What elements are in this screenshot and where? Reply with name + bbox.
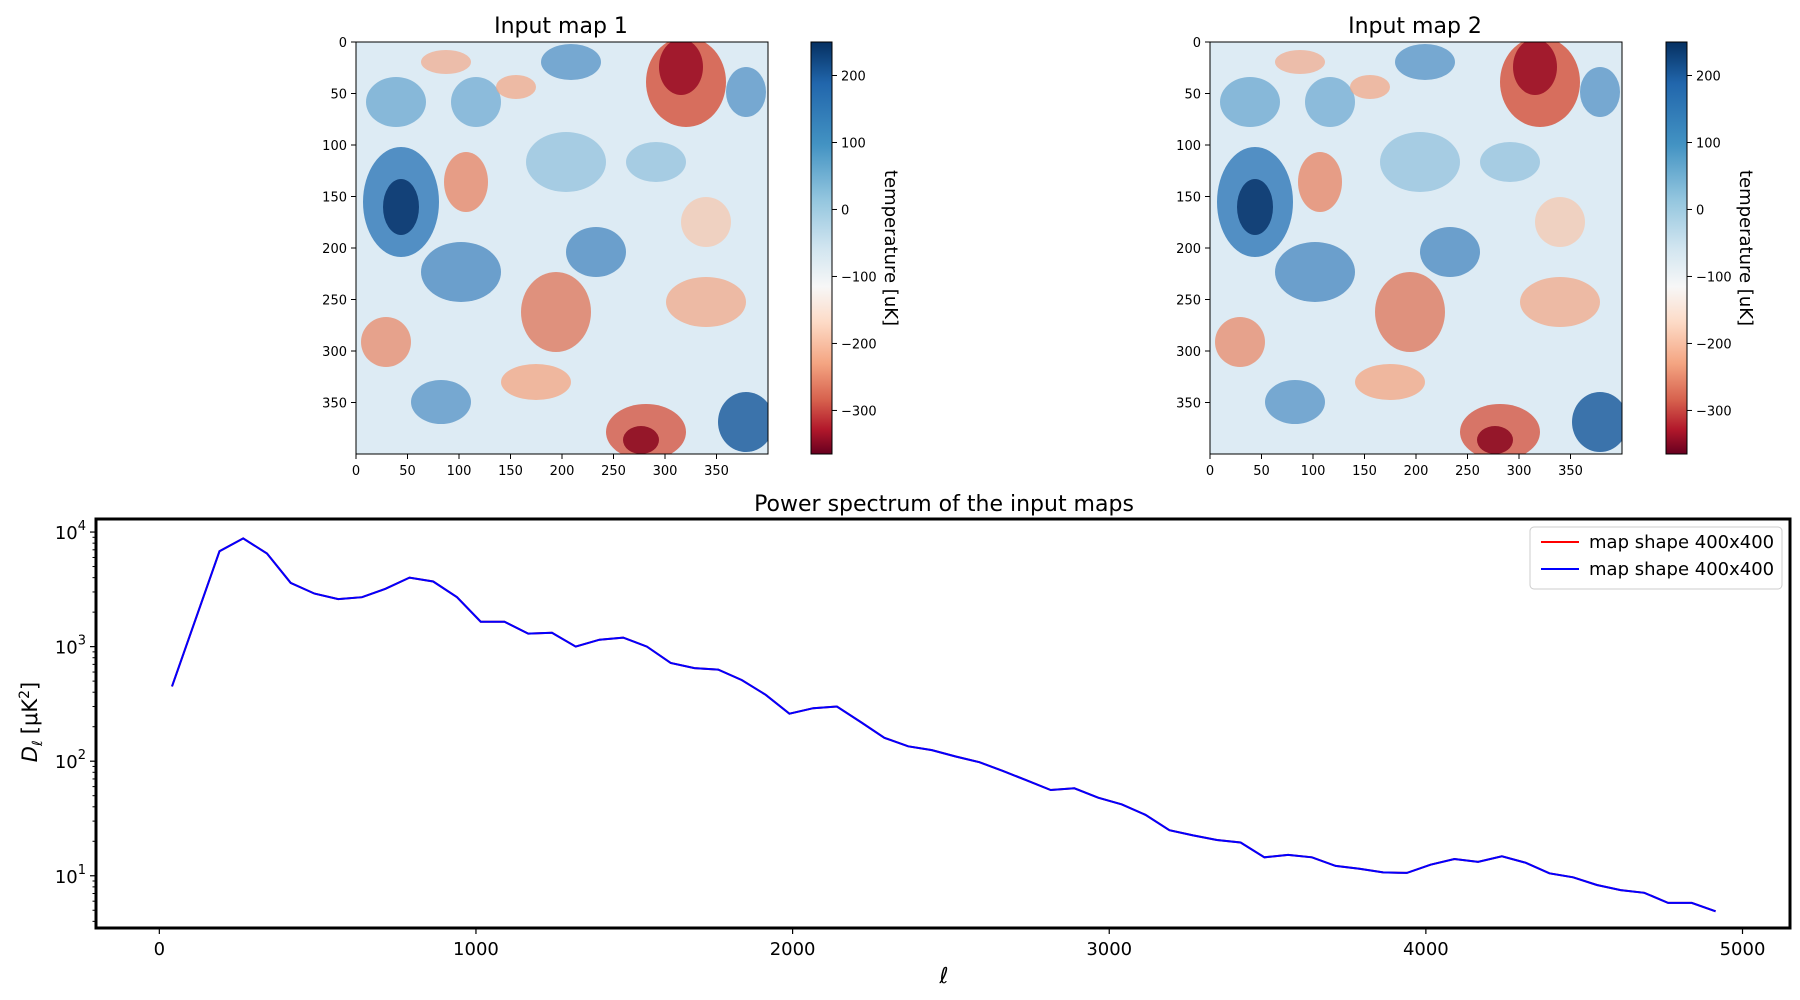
x-tick-label: 200 <box>550 464 575 479</box>
y-tick-label: 150 <box>322 191 347 206</box>
x-tick-label: 0 <box>154 939 165 960</box>
colorbar-tick-label: −100 <box>841 270 877 285</box>
y-tick-label: 150 <box>1176 191 1201 206</box>
colorbar-tick-label: −100 <box>1696 270 1732 285</box>
x-tick-label: 200 <box>1404 464 1429 479</box>
series-line-blue <box>171 537 1716 913</box>
legend-box <box>1529 526 1783 590</box>
y-tick-label: 250 <box>1176 294 1201 309</box>
x-tick-label: 0 <box>352 464 360 479</box>
y-tick-label: 300 <box>1176 345 1201 360</box>
x-tick-label: 350 <box>704 464 729 479</box>
ylabel-unit-sup: 2 <box>17 690 33 699</box>
spectrum-series <box>171 537 1716 913</box>
heatmap-2-image <box>1210 42 1622 454</box>
x-tick-label: 100 <box>1301 464 1326 479</box>
y-tick-label: 300 <box>322 345 347 360</box>
y-tick-label: 103 <box>55 634 86 659</box>
colorbar-tick-label: 100 <box>1696 136 1721 151</box>
power-spectrum-panel: Power spectrum of the input maps 0 1000 20… <box>17 492 1792 989</box>
y-tick-label: 100 <box>322 139 347 154</box>
heatmap-2-title: Input map 2 <box>1348 14 1482 39</box>
y-tick-label: 200 <box>322 242 347 257</box>
x-tick-label: 3000 <box>1086 939 1132 960</box>
colorbar-tick-label: −300 <box>841 404 877 419</box>
heatmap-2-axes: 0 50 100 150 200 250 300 350 0 50 100 150 200 250 300 3… <box>1176 36 1583 479</box>
x-tick-label: 5000 <box>1720 939 1766 960</box>
x-tick-label: 300 <box>653 464 678 479</box>
colorbar-tick-label: 200 <box>1696 69 1721 84</box>
colorbar-tick-label: −200 <box>841 337 877 352</box>
x-tick-label: 250 <box>601 464 626 479</box>
y-tick-label: 350 <box>1176 397 1201 412</box>
colorbar-tick-label: 200 <box>841 69 866 84</box>
colorbar-1 <box>810 41 833 455</box>
y-tick-label: 50 <box>330 88 347 103</box>
y-tick-label: 0 <box>339 36 347 51</box>
x-tick-label: 0 <box>1206 464 1214 479</box>
y-tick-label: 0 <box>1193 36 1201 51</box>
x-tick-label: 4000 <box>1403 939 1449 960</box>
y-tick-label: 102 <box>55 748 86 773</box>
heatmap-1-title: Input map 1 <box>494 14 628 39</box>
ylabel-unit-end: ] <box>18 682 42 690</box>
heatmap-1-image <box>356 42 768 454</box>
colorbar-tick-label: 0 <box>1696 203 1704 218</box>
colorbar-tick-label: 100 <box>841 136 866 151</box>
heatmap-panel-2: Input map 2 <box>1176 14 1756 479</box>
y-tick-label: 50 <box>1184 88 1201 103</box>
y-tick-label: 350 <box>322 397 347 412</box>
x-tick-label: 100 <box>447 464 472 479</box>
colorbar-2-label: temperature [uK] <box>1735 170 1756 326</box>
heatmap-panel-1: Input map 1 <box>322 14 901 479</box>
ylabel-unit: [μK <box>18 698 42 735</box>
x-tick-label: 150 <box>498 464 523 479</box>
y-tick-label: 200 <box>1176 242 1201 257</box>
spectrum-ylabel: Dℓ [μK2] <box>17 682 46 762</box>
x-tick-label: 2000 <box>770 939 816 960</box>
ylabel-symbol: D <box>18 746 42 762</box>
spectrum-axes: 0 1000 2000 3000 4000 5000 101 102 103 104 <box>55 519 1766 960</box>
y-tick-label: 104 <box>55 519 86 544</box>
spectrum-title: Power spectrum of the input maps <box>754 492 1134 517</box>
colorbar-tick-label: 0 <box>841 203 849 218</box>
spectrum-plot-area <box>94 517 1792 930</box>
x-tick-label: 1000 <box>453 939 499 960</box>
colorbar-2 <box>1665 41 1688 455</box>
x-tick-label: 350 <box>1558 464 1583 479</box>
colorbar-2-ticks: 200 100 0 −100 −200 −300 <box>1687 69 1732 419</box>
legend-label-2: map shape 400x400 <box>1589 559 1774 580</box>
x-tick-label: 50 <box>1253 464 1270 479</box>
legend-label-1: map shape 400x400 <box>1589 532 1774 553</box>
ylabel-subscript: ℓ <box>30 740 46 747</box>
legend: map shape 400x400 map shape 400x400 <box>1529 526 1783 590</box>
y-tick-label: 100 <box>1176 139 1201 154</box>
colorbar-tick-label: −300 <box>1696 404 1732 419</box>
colorbar-1-label: temperature [uK] <box>880 170 901 326</box>
colorbar-tick-label: −200 <box>1696 337 1732 352</box>
x-tick-label: 300 <box>1507 464 1532 479</box>
colorbar-1-ticks: 200 100 0 −100 −200 −300 <box>832 69 877 419</box>
x-tick-label: 250 <box>1455 464 1480 479</box>
y-tick-label: 101 <box>55 863 86 888</box>
x-tick-label: 50 <box>399 464 416 479</box>
spectrum-xlabel: ℓ <box>938 964 948 989</box>
y-tick-label: 250 <box>322 294 347 309</box>
x-tick-label: 150 <box>1352 464 1377 479</box>
heatmap-1-axes: 0 50 100 150 200 250 300 350 0 50 100 150 200 250 300 3… <box>322 36 729 479</box>
